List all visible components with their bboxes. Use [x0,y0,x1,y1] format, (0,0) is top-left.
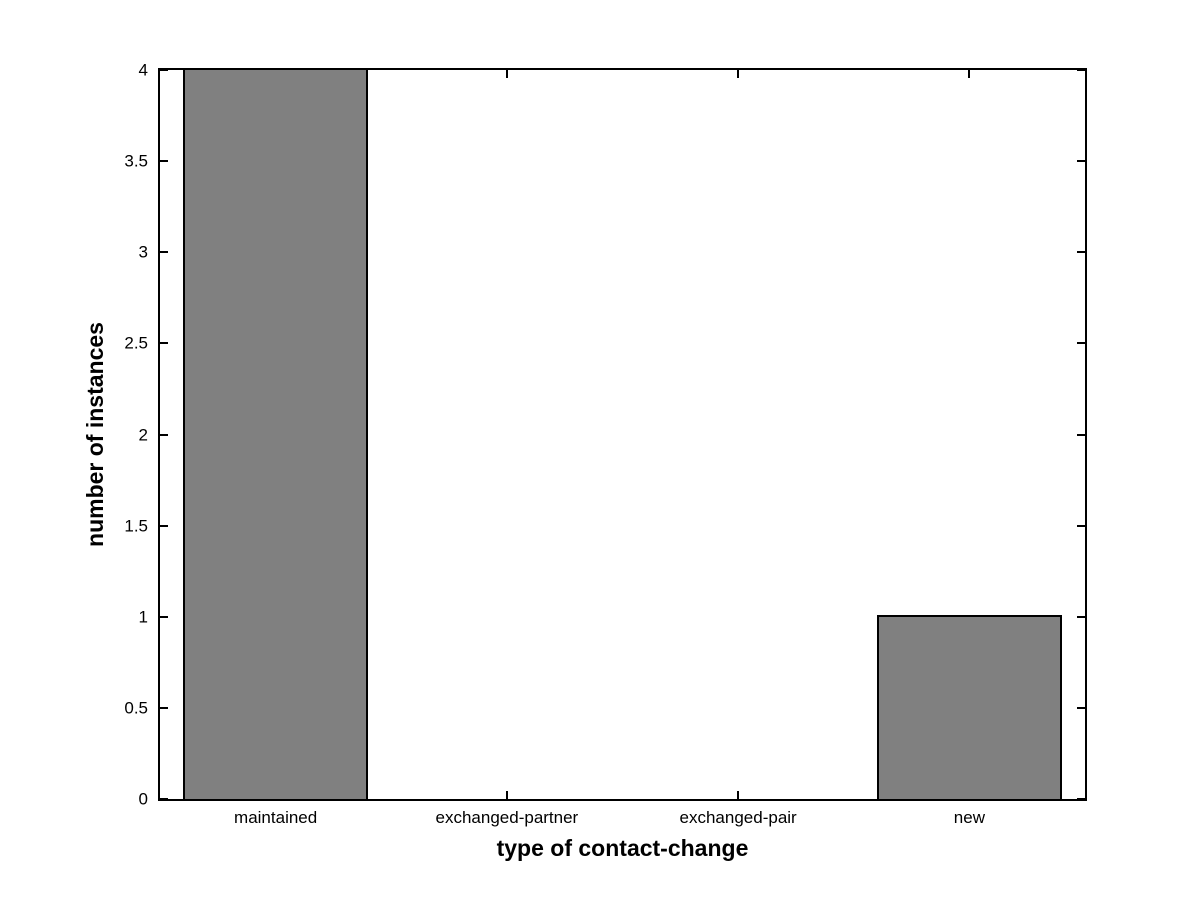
y-tick-right [1077,524,1085,527]
x-tick-label-exchanged-partner: exchanged-partner [435,808,579,827]
y-tick-left [160,433,168,436]
x-tick-bottom [505,791,508,799]
y-tick-label: 1.5 [124,516,148,536]
x-tick-top [968,70,971,78]
x-tick-label-exchanged-pair: exchanged-pair [679,808,797,827]
y-tick-left [160,706,168,709]
y-tick-right [1077,251,1085,254]
y-tick-left [160,160,168,163]
y-tick-left [160,251,168,254]
y-tick-label: 2 [138,425,148,444]
y-tick-label: 1 [138,607,148,627]
y-tick-label: 3 [138,242,148,262]
y-tick-label: 0 [138,789,148,809]
y-tick-right [1077,342,1085,345]
y-tick-left [160,798,168,800]
y-tick-left [160,524,168,527]
y-tick-labels: 0 0.5 1 1.5 2 2.5 3 3.5 4 [0,62,148,808]
plot-area [158,68,1087,801]
y-tick-right [1077,433,1085,436]
y-tick-label: 0.5 [124,698,148,718]
y-tick-right [1077,69,1085,71]
y-tick-right [1077,706,1085,709]
y-tick-label: 2.5 [124,333,148,353]
bar-new [876,614,1062,801]
y-tick-left [160,615,168,618]
x-tick-bottom [737,791,740,799]
y-tick-label: 3.5 [124,151,148,171]
x-tick-top [737,70,740,78]
y-tick-left [160,69,168,71]
bar-maintained [183,68,369,801]
x-tick-label-maintained: maintained [234,808,318,827]
y-tick-label: 4 [138,60,148,80]
x-tick-label-new: new [953,808,985,827]
x-tick-labels: maintained exchanged-partner exchanged-pai… [0,809,1201,831]
x-axis-label: type of contact-change [496,835,749,861]
y-tick-right [1077,798,1085,800]
y-tick-right [1077,615,1085,618]
y-tick-right [1077,160,1085,163]
x-tick-top [505,70,508,78]
y-tick-left [160,342,168,345]
